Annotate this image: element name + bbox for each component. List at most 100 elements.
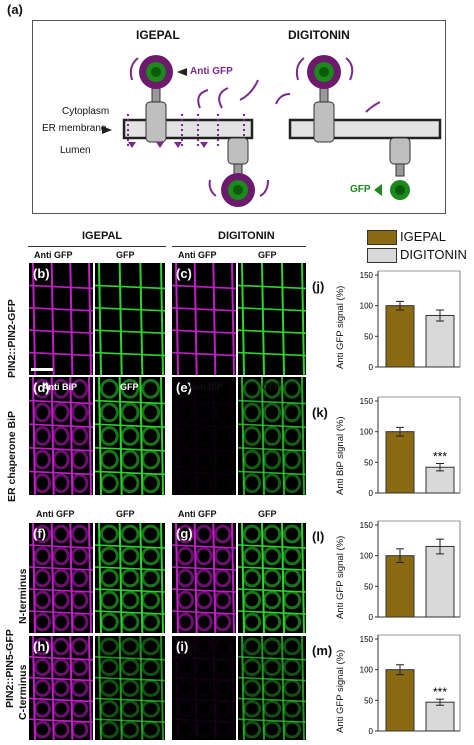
r3-anti-gfp-1: Anti GFP (36, 509, 75, 519)
header-digitonin: DIGITONIN (218, 230, 275, 242)
bar-digitonin (425, 466, 455, 494)
cell-pattern (95, 636, 165, 740)
protein-left-bottom (227, 137, 249, 165)
panel-letter-i: (i) (176, 639, 189, 654)
pores (127, 114, 245, 146)
error-bar (436, 698, 444, 706)
cell-pattern (238, 523, 306, 633)
micrograph-r3-c4 (238, 523, 306, 633)
r2-anti-bip-1: Anti BiP (42, 382, 77, 392)
a-anti-gfp-label: Anti GFP (190, 66, 233, 77)
cell-pattern (29, 636, 93, 740)
error-bar (436, 463, 444, 472)
cell-pattern (172, 263, 236, 375)
y-tick-label: 100 (360, 302, 374, 311)
panel-a-letter: (a) (7, 2, 23, 17)
panel-letter-e: (e) (176, 380, 192, 395)
r2-anti-bip-2: Anti BiP (188, 382, 223, 392)
legend-label-digitonin: DIGITONIN (400, 247, 467, 262)
bar-chart-l: 0 50 100 150 (360, 520, 461, 622)
a-er-membrane-label: ER membrane (42, 123, 107, 134)
error-bar (436, 309, 444, 322)
r3-gfp-2: GFP (258, 509, 277, 519)
micrograph-r2-c4 (238, 377, 306, 495)
y-tick-label: 0 (369, 489, 374, 498)
a-cytoplasm-label: Cytoplasm (62, 106, 110, 117)
legend-swatch-digitonin (367, 248, 397, 263)
bar-igepal (385, 555, 415, 618)
bar-igepal (385, 669, 415, 732)
cell-pattern (95, 377, 165, 495)
chart-letter: (l) (312, 529, 325, 544)
y-tick-label: 150 (360, 271, 374, 280)
micrograph-r1-c3: (c) (172, 263, 236, 375)
protein-right-bottom (389, 137, 411, 165)
cell-pattern (172, 636, 236, 740)
error-bar (396, 426, 404, 437)
panel-letter-h: (h) (33, 639, 50, 654)
anti-gfp-pointer (177, 68, 187, 76)
side-pin2-pin5: PIN2::PIN5-GFP (4, 629, 16, 708)
error-bar (436, 538, 444, 555)
significance-marker: *** (433, 685, 447, 699)
r2-gfp-2: GFP (262, 382, 281, 392)
y-tick-label: 150 (360, 635, 374, 644)
cell-pattern (238, 263, 306, 375)
cell-pattern (95, 263, 165, 375)
micrograph-r4-c2 (95, 636, 165, 740)
a-gfp-label: GFP (350, 184, 371, 195)
panel-letter-g: (g) (176, 526, 193, 541)
side-nterminus: N-terminus (17, 568, 29, 624)
micrograph-r1-c4 (238, 263, 306, 375)
chart-letter: (j) (312, 279, 325, 294)
bar-chart-j: 0 50 100 150 (360, 270, 461, 372)
panel-a-diagram (102, 55, 442, 207)
a-title-digitonin: DIGITONIN (288, 28, 350, 42)
error-bar (396, 300, 404, 311)
y-tick-label: 100 (360, 428, 374, 437)
micrograph-r4-c1: (h) (29, 636, 93, 740)
a-lumen-label: Lumen (60, 145, 91, 156)
y-tick-label: 100 (360, 666, 374, 675)
cell-pattern (238, 636, 306, 740)
antibody-arrows (129, 57, 381, 197)
y-tick-label: 50 (364, 582, 373, 591)
side-pin2-pin2: PIN2::PIN2-GFP (6, 299, 18, 378)
side-bip: ER chaperone BiP (6, 410, 18, 502)
panel-letter-c: (c) (176, 266, 192, 281)
protein-left-top (145, 101, 167, 143)
y-tick-label: 50 (364, 332, 373, 341)
header-igepal: IGEPAL (82, 230, 123, 242)
error-bar (396, 664, 404, 676)
micrograph-r4-c3: (i) (172, 636, 236, 740)
micrograph-r2-c1: (d) (29, 377, 93, 495)
r1-anti-gfp-1: Anti GFP (34, 250, 73, 260)
gfp-pointer (374, 184, 382, 196)
y-tick-label: 150 (360, 521, 374, 530)
a-title-igepal: IGEPAL (136, 28, 180, 42)
scale-bar (31, 368, 53, 371)
chart-letter: (k) (312, 405, 328, 420)
error-bar (396, 548, 404, 563)
y-tick-label: 50 (364, 696, 373, 705)
panel-letter-b: (b) (33, 266, 50, 281)
y-tick-label: 50 (364, 458, 373, 467)
cell-pattern (172, 523, 236, 633)
panel-letter-f: (f) (33, 526, 46, 541)
er-pointer-arrow (102, 126, 112, 134)
cell-pattern (29, 523, 93, 633)
chart-letter: (m) (312, 643, 333, 658)
bar-chart-m: 0 50 100 150 *** (360, 634, 461, 736)
y-axis-title: Anti GFP signal (%) (335, 535, 346, 619)
r2-gfp-1: GFP (120, 382, 139, 392)
bar-digitonin (425, 314, 455, 368)
y-axis-title: Anti GFP signal (%) (335, 285, 346, 369)
micrograph-r4-c4 (238, 636, 306, 740)
micrograph-r1-c1: (b) (29, 263, 93, 375)
micrograph-r3-c2 (95, 523, 165, 633)
cell-pattern (29, 377, 93, 495)
y-axis-title: Anti GFP signal (%) (335, 649, 346, 733)
cell-pattern (172, 377, 236, 495)
micrograph-r1-c2 (95, 263, 165, 375)
bar-igepal (385, 305, 415, 368)
